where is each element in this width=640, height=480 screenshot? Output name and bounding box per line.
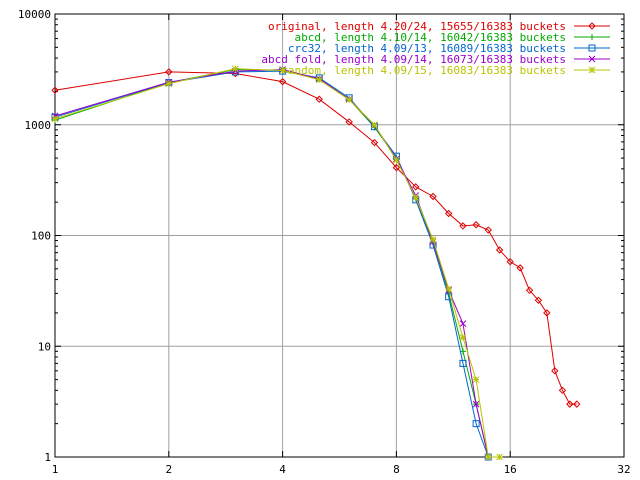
plot-frame — [54, 13, 625, 458]
x-tick-label: 2 — [165, 463, 172, 476]
legend-entry-label: abcd fold, length 4.09/14, 16073/16383 b… — [261, 53, 566, 66]
axes: 1 2 4 8 16 32 1 10 100 1000 10000 — [18, 8, 631, 476]
data-point — [444, 209, 453, 218]
data-point — [495, 246, 504, 254]
y-tick-label: 10 — [38, 340, 51, 353]
data-point — [345, 96, 353, 104]
grid — [55, 14, 624, 457]
data-point — [558, 386, 567, 395]
series-3 — [51, 66, 492, 461]
series-line-0 — [54, 71, 577, 405]
x-tick-label: 4 — [279, 463, 286, 476]
data-point — [412, 183, 420, 191]
data-point — [472, 400, 480, 408]
data-point — [279, 66, 286, 74]
data-point — [445, 285, 453, 293]
data-point — [345, 118, 353, 126]
x-tick-label: 8 — [393, 463, 400, 476]
legend-swatch-marker — [588, 22, 596, 30]
series-line-3 — [54, 69, 489, 458]
series-0 — [51, 68, 581, 408]
series-line-2 — [54, 70, 489, 458]
series-1 — [52, 66, 492, 460]
legend-swatch-marker — [589, 34, 595, 40]
data-point — [459, 334, 467, 341]
data-point — [315, 76, 323, 84]
data-point — [412, 194, 420, 201]
series-group — [51, 65, 581, 461]
data-point — [472, 376, 480, 383]
legend-swatch-marker — [588, 66, 596, 74]
data-point — [566, 400, 574, 408]
data-point — [484, 226, 492, 234]
data-point — [51, 115, 59, 123]
data-point — [551, 367, 559, 375]
data-point — [506, 257, 514, 266]
data-point — [392, 163, 401, 172]
data-point — [429, 236, 437, 243]
y-tick-label: 1000 — [25, 119, 52, 132]
data-point — [516, 264, 524, 272]
data-point — [543, 309, 551, 317]
data-point — [459, 222, 467, 230]
data-point — [573, 400, 581, 408]
x-tick-label: 1 — [52, 463, 59, 476]
data-point — [459, 359, 467, 367]
data-point — [371, 121, 378, 129]
legend-entry-label: abcd, length 4.10/14, 16042/16383 bucket… — [294, 31, 566, 44]
legend-entry-label: random, length 4.09/15, 16083/16383 buck… — [281, 64, 566, 77]
data-point — [534, 296, 543, 304]
series-line-4 — [54, 68, 500, 458]
data-point — [459, 348, 466, 355]
y-tick-label: 100 — [31, 230, 51, 243]
data-point — [525, 286, 534, 295]
data-point — [496, 453, 503, 461]
x-tick-label: 16 — [504, 463, 517, 476]
data-point — [429, 192, 437, 201]
data-point — [165, 80, 173, 88]
data-point — [278, 77, 287, 86]
y-tick-label: 10000 — [18, 8, 51, 21]
legend-swatch-marker — [588, 55, 596, 63]
legend: original, length 4.20/24, 15655/16383 bu… — [261, 20, 610, 77]
data-point — [472, 420, 480, 428]
x-tick-label: 32 — [617, 463, 630, 476]
data-point — [232, 65, 239, 73]
data-point — [472, 221, 480, 229]
data-point — [315, 95, 323, 103]
data-point — [484, 453, 492, 461]
series-4 — [51, 65, 503, 461]
legend-entry-label: crc32, length 4.09/13, 16089/16383 bucke… — [288, 42, 566, 55]
legend-entry-label: original, length 4.20/24, 15655/16383 bu… — [268, 20, 566, 33]
series-2 — [51, 67, 492, 461]
data-point — [393, 156, 400, 164]
series-line-1 — [54, 69, 489, 458]
data-point — [370, 138, 379, 147]
data-point — [459, 320, 467, 327]
data-point — [51, 86, 59, 94]
data-point — [165, 68, 173, 76]
y-tick-label: 1 — [44, 451, 51, 464]
legend-swatch-marker — [588, 44, 596, 52]
